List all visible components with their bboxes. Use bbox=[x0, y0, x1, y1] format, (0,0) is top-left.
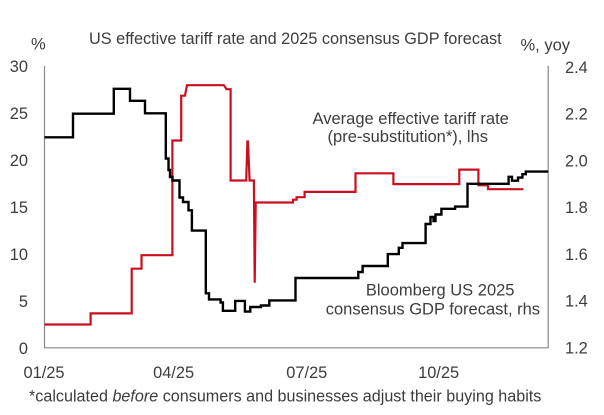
svg-text:consensus GDP forecast, rhs: consensus GDP forecast, rhs bbox=[326, 300, 540, 318]
svg-text:1.6: 1.6 bbox=[565, 246, 588, 264]
svg-text:%: % bbox=[31, 35, 46, 53]
svg-text:Bloomberg US 2025: Bloomberg US 2025 bbox=[366, 282, 515, 300]
svg-text:1.4: 1.4 bbox=[565, 293, 588, 311]
svg-text:04/25: 04/25 bbox=[153, 364, 194, 382]
svg-text:*calculated before consumers a: *calculated before consumers and busines… bbox=[29, 388, 541, 406]
svg-text:07/25: 07/25 bbox=[286, 364, 327, 382]
svg-text:2.0: 2.0 bbox=[565, 152, 588, 170]
svg-text:Average effective tariff rate: Average effective tariff rate bbox=[313, 110, 509, 128]
svg-text:15: 15 bbox=[10, 199, 28, 217]
svg-text:US effective tariff rate and 2: US effective tariff rate and 2025 consen… bbox=[89, 30, 502, 48]
svg-text:0: 0 bbox=[19, 340, 28, 358]
svg-text:30: 30 bbox=[10, 58, 28, 76]
svg-text:25: 25 bbox=[10, 105, 28, 123]
svg-text:(pre-substitution*), lhs: (pre-substitution*), lhs bbox=[328, 128, 488, 146]
svg-text:2.2: 2.2 bbox=[565, 106, 588, 124]
svg-text:10/25: 10/25 bbox=[418, 364, 459, 382]
svg-text:2.4: 2.4 bbox=[565, 59, 588, 77]
svg-text:1.2: 1.2 bbox=[565, 339, 588, 357]
svg-text:%, yoy: %, yoy bbox=[521, 37, 571, 55]
svg-text:01/25: 01/25 bbox=[23, 364, 64, 382]
svg-text:1.8: 1.8 bbox=[565, 199, 588, 217]
svg-text:10: 10 bbox=[10, 246, 28, 264]
svg-text:20: 20 bbox=[10, 152, 28, 170]
svg-text:5: 5 bbox=[19, 293, 28, 311]
